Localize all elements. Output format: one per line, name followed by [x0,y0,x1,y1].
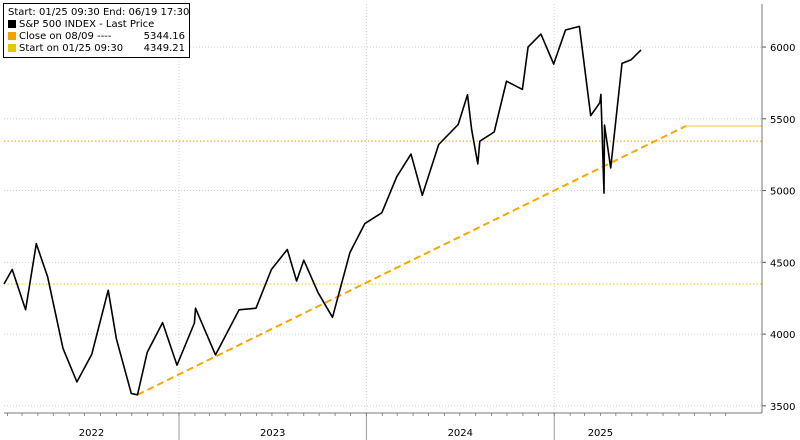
price-series-group [3,25,642,396]
y-tick-label: 5500 [770,115,795,126]
price-line [3,25,642,396]
y-axis: 3500 4000 4500 5000 5500 6000 [761,4,795,413]
legend-item-label: Close on 08/09 ---- [19,30,112,42]
legend-swatch-price [8,20,16,28]
legend-header-text: Start: 01/25 09:30 End: 06/19 17:30 [8,6,190,18]
chart-legend: Start: 01/25 09:30 End: 06/19 17:30 S&P … [3,3,190,58]
y-tick-label: 6000 [770,43,795,54]
y-tick-label: 3500 [770,402,795,413]
x-axis: 2022 2023 2024 2025 [4,412,762,440]
legend-header: Start: 01/25 09:30 End: 06/19 17:30 [8,6,189,18]
x-tick-label: 2024 [448,428,473,439]
y-tick-label: 4000 [770,330,795,341]
legend-item-close[interactable]: Close on 08/09 ---- 5344.16 [8,30,185,42]
y-tick-label: 5000 [770,187,795,198]
legend-item-value: 5344.16 [143,30,185,42]
legend-item-label: Start on 01/25 09:30 [19,42,124,54]
legend-item-label: S&P 500 INDEX - Last Price [19,18,155,30]
trend-line [137,125,687,396]
trend-line-group [137,125,762,396]
x-tick-label: 2025 [588,428,613,439]
legend-item-value: 4349.21 [143,42,185,54]
chart-grid [4,4,762,413]
legend-item-start[interactable]: Start on 01/25 09:30 4349.21 [8,42,185,54]
x-tick-label: 2023 [260,428,285,439]
reference-lines [4,140,762,285]
legend-swatch-start [8,44,16,52]
x-tick-label: 2022 [79,428,104,439]
legend-item-price[interactable]: S&P 500 INDEX - Last Price [8,18,185,30]
y-tick-label: 4500 [770,258,795,269]
legend-swatch-close [8,32,16,40]
